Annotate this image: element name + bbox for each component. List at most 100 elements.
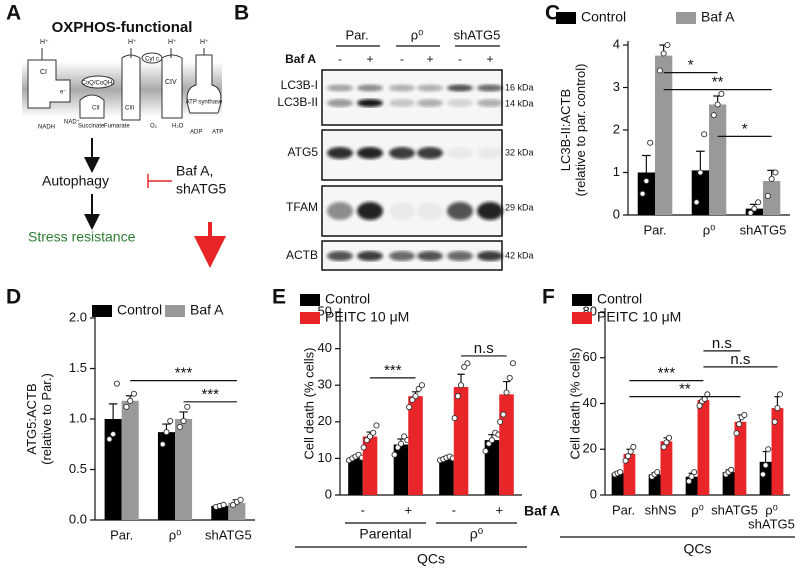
x-tick-label: shATG5 (711, 502, 758, 517)
outcome-label: Stress resistance (28, 229, 136, 245)
y-tick-label: 0.5 (69, 461, 87, 476)
data-point (747, 209, 754, 216)
data-point (733, 430, 740, 437)
complex-label: CIV (165, 79, 177, 86)
bar (104, 419, 122, 520)
data-point (697, 169, 704, 176)
proton: H⁺ (128, 39, 137, 46)
data-point (664, 41, 671, 49)
size-label: 42 kDa (505, 250, 534, 260)
data-point (660, 50, 667, 57)
metabolite: Fumarate (104, 124, 130, 130)
bar (611, 473, 624, 495)
y-tick-label: 20 (318, 413, 332, 428)
data-point (617, 469, 624, 476)
bar (453, 387, 469, 495)
legend-swatch (92, 305, 112, 317)
legend-label: Baf A (190, 302, 224, 318)
complex-label: CIII (125, 106, 135, 112)
panel-label: E (272, 286, 286, 309)
protein-label: ACTB (286, 248, 318, 262)
blot-band (327, 84, 353, 92)
data-point (106, 436, 113, 443)
data-point (693, 199, 700, 206)
y-tick-label: 0 (613, 206, 620, 221)
data-point (741, 411, 748, 418)
complex-shape (186, 54, 222, 114)
significance-label: ** (712, 74, 724, 91)
blot-band (447, 147, 473, 159)
data-point (751, 205, 758, 212)
data-point (412, 393, 419, 400)
electron: e⁻ (60, 90, 67, 96)
y-axis-label: Cell death (% cells) (301, 348, 316, 460)
y-tick-label: 60 (583, 349, 597, 364)
bar (499, 394, 514, 495)
western-blot: Par. ρ⁰ shATG5 Baf A - + - + - + LC3B-I LC3B-II… (277, 27, 534, 271)
blot-band (417, 147, 443, 159)
group-label: QCs (417, 551, 445, 567)
x-tick-label: Par. (110, 527, 133, 542)
metabolite: Succinate (78, 124, 105, 130)
data-point (643, 177, 650, 185)
data-point (660, 443, 667, 451)
bar (348, 457, 363, 495)
blot-band (357, 99, 383, 107)
y-tick-label: 1 (613, 164, 620, 179)
significance-label: * (742, 120, 748, 137)
blot-band (417, 99, 443, 107)
blot-box (321, 69, 503, 126)
bar (484, 440, 500, 495)
legend-label: Control (325, 291, 370, 307)
blot-band (327, 251, 353, 261)
size-label: 14 kDa (505, 98, 534, 108)
legend-swatch (300, 312, 320, 324)
x-tick-label: ρ⁰ (169, 527, 182, 542)
data-point (665, 434, 673, 441)
bar (121, 400, 139, 520)
data-point (630, 443, 637, 451)
autophagy-label: Autophagy (42, 173, 109, 189)
blot-band (357, 202, 383, 220)
bar (685, 476, 698, 495)
legend-swatch (556, 12, 576, 24)
y-tick-label: 40 (583, 395, 597, 410)
significance-label: * (688, 57, 694, 74)
bar (623, 453, 636, 495)
blot-band (417, 251, 443, 261)
panel-label: A (6, 2, 21, 25)
data-point (656, 67, 663, 74)
treatment-label: Baf A (285, 52, 316, 66)
complex-shape (27, 59, 71, 109)
lane-label: + (366, 52, 373, 66)
blot-band (389, 251, 415, 261)
x-tick-label: Par. (612, 502, 635, 517)
data-point (736, 421, 743, 428)
x-tick-label: shATG5 (748, 516, 795, 531)
inhibitor-label: Baf A, (176, 163, 213, 179)
y-tick-label: 4 (613, 36, 620, 51)
x-note: Baf A (524, 503, 560, 519)
complex-label: CII (92, 106, 100, 112)
complex-label: CI (40, 69, 47, 76)
bar (745, 208, 763, 215)
lane-label: - (400, 52, 404, 66)
data-point (647, 139, 654, 146)
bar (655, 55, 673, 215)
significance-label: n.s (730, 351, 750, 368)
blot-band (447, 84, 473, 92)
data-point (130, 390, 138, 397)
bar (763, 181, 781, 215)
legend-label: Baf A (701, 9, 735, 25)
y-tick-label: 1.0 (69, 410, 87, 425)
bar (393, 444, 409, 495)
blot-band (417, 202, 443, 220)
data-point (639, 190, 646, 197)
legend-label: PEITC 10 μM (597, 309, 681, 325)
blot-band (447, 99, 473, 107)
bar (408, 396, 423, 495)
blot-band (417, 84, 443, 92)
metabolite: ADP (190, 130, 202, 136)
data-point (500, 411, 507, 418)
data-point (663, 439, 670, 446)
